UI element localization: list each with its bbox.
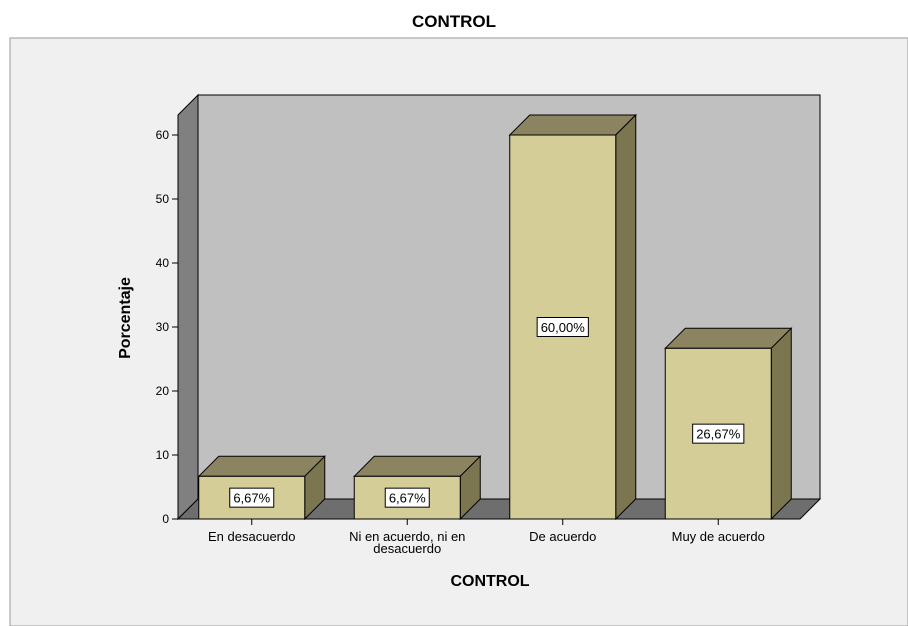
data-label: 6,67% bbox=[389, 491, 426, 506]
data-label: 60,00% bbox=[541, 320, 586, 335]
y-axis-title: Porcentaje bbox=[117, 277, 134, 359]
data-label-box bbox=[384, 487, 430, 508]
data-label-box bbox=[229, 487, 275, 508]
bar-group: 6,67% bbox=[353, 455, 482, 521]
bar-group: 26,67% bbox=[664, 327, 793, 521]
bar-group: 6,67% bbox=[197, 455, 326, 521]
bar-top bbox=[197, 455, 326, 477]
data-label: 26,67% bbox=[696, 427, 741, 442]
side-wall bbox=[177, 93, 199, 521]
plot-walls bbox=[176, 93, 822, 521]
x-tick-label: Muy de acuerdo bbox=[672, 529, 765, 544]
x-tick-label: De acuerdo bbox=[529, 529, 596, 544]
y-tick-label: 60 bbox=[156, 128, 170, 142]
bar-side bbox=[615, 113, 637, 521]
y-tick-label: 30 bbox=[156, 320, 170, 334]
bar bbox=[198, 475, 306, 520]
data-label: 6,67% bbox=[233, 491, 270, 506]
bars: 6,67% 6,67% 60,00% 26,67% bbox=[197, 113, 793, 521]
bar-top bbox=[664, 327, 793, 349]
y-tick-label: 50 bbox=[156, 192, 170, 206]
x-tick-label: Ni en acuerdo, ni en bbox=[349, 529, 465, 544]
data-label-box bbox=[536, 317, 589, 337]
y-tick-label: 0 bbox=[162, 512, 169, 526]
x-axis: En desacuerdo Ni en acuerdo, ni endesacue… bbox=[172, 518, 800, 556]
bar-top bbox=[508, 114, 637, 136]
bar-group: 60,00% bbox=[508, 113, 637, 521]
x-tick-label: En desacuerdo bbox=[208, 529, 295, 544]
y-tick-label: 20 bbox=[156, 384, 170, 398]
y-tick-label: 10 bbox=[156, 448, 170, 462]
y-tick-label: 40 bbox=[156, 256, 170, 270]
x-tick-label: desacuerdo bbox=[373, 541, 441, 556]
x-axis-title: CONTROL bbox=[450, 573, 529, 590]
data-label-box bbox=[692, 423, 745, 444]
bar-top bbox=[353, 455, 482, 477]
chart-title: CONTROL bbox=[411, 12, 497, 31]
y-axis: 0 10 20 30 40 50 60 bbox=[156, 125, 179, 526]
bar-side bbox=[770, 327, 792, 521]
